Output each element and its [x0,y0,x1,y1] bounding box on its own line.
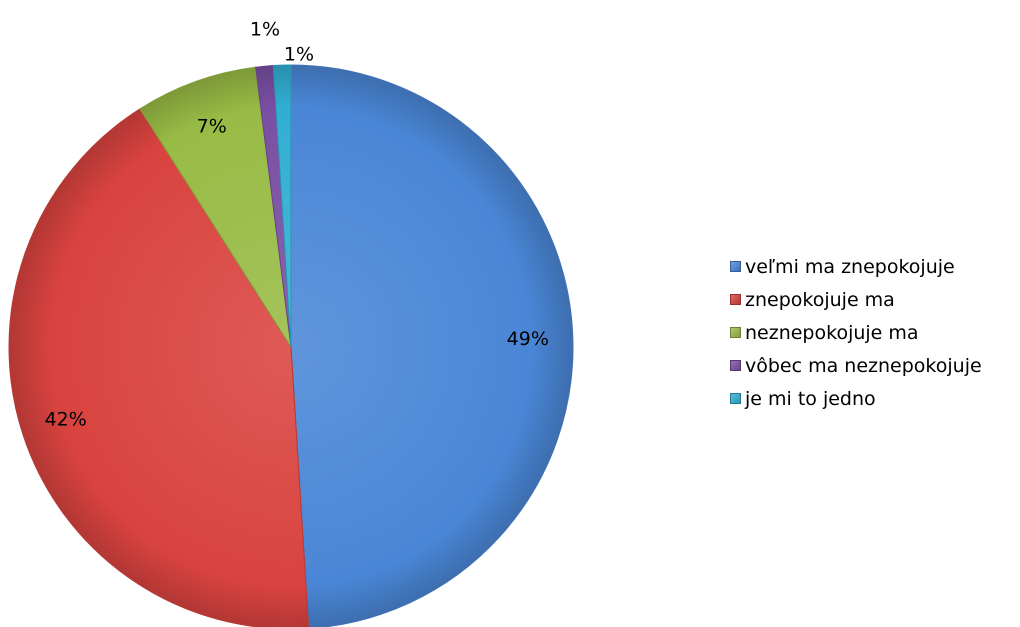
pie-slice-1 [290,64,574,627]
legend-item-5: je mi to jedno [730,382,1020,415]
legend-swatch-1 [730,261,741,272]
legend-label-5: je mi to jedno [745,387,876,410]
legend-label-1: veľmi ma znepokojuje [745,255,955,278]
pie-slice-5 [272,64,292,348]
legend-label-4: vôbec ma neznepokojuje [745,354,982,377]
data-label-1: 49% [507,328,549,350]
data-label-2: 42% [45,409,87,431]
pie-slice-3 [139,66,292,348]
legend-item-4: vôbec ma neznepokojuje [730,349,1020,382]
legend-swatch-3 [730,327,741,338]
legend-swatch-4 [730,360,741,371]
legend-label-2: znepokojuje ma [745,288,895,311]
legend-swatch-5 [730,393,741,404]
legend-swatch-2 [730,294,741,305]
legend-item-1: veľmi ma znepokojuje [730,250,1020,283]
legend-item-3: neznepokojuje ma [730,316,1020,349]
data-label-3: 7% [197,115,227,137]
data-label-4: 1% [250,19,280,41]
pie-slice-2 [8,108,310,627]
chart-legend: veľmi ma znepokojuje znepokojuje ma neznep… [730,250,1020,415]
legend-item-2: znepokojuje ma [730,283,1020,316]
pie-slices [8,64,574,627]
data-label-5: 1% [284,44,314,66]
legend-label-3: neznepokojuje ma [745,321,919,344]
pie-data-labels: 49% 42% 7% 1%1% [45,19,549,431]
